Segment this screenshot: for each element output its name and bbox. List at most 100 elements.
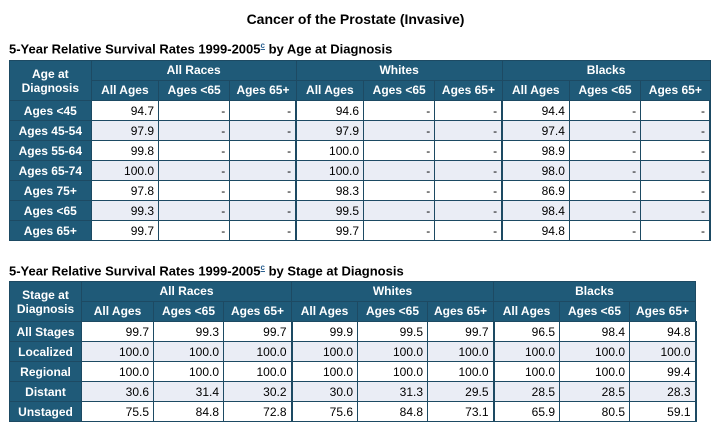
data-cell: -: [434, 220, 504, 241]
subcolumn-header-row: All Ages Ages <65 Ages 65+ All Ages Ages <65…: [10, 301, 696, 322]
data-cell: -: [158, 140, 231, 161]
table-row: Localized 100.0 100.0 100.0 100.0 100.0 100.0 1…: [9, 341, 697, 362]
column-header: All Ages: [295, 80, 365, 101]
data-cell: 65.9: [493, 401, 560, 422]
group-header-row: Stage at Diagnosis All Races Whites Blacks: [9, 281, 696, 322]
data-cell: -: [568, 140, 642, 161]
data-cell: -: [434, 180, 504, 201]
table-row: Ages 75+ 97.8- -98.3- -86.9- -: [9, 180, 711, 201]
group-header: Blacks: [501, 60, 711, 81]
data-cell: 99.5: [295, 200, 365, 221]
row-label: Ages 65+: [9, 220, 92, 241]
data-cell: -: [158, 200, 231, 221]
data-cell: -: [568, 180, 642, 201]
column-header: All Ages: [493, 301, 560, 322]
column-header: Ages <65: [153, 301, 224, 322]
data-cell: 100.0: [291, 361, 358, 382]
column-header: Ages 65+: [427, 301, 494, 322]
table1-title-prefix: 5-Year Relative Survival Rates 1999-2005: [9, 41, 261, 57]
data-cell: -: [229, 200, 298, 221]
data-cell: 100.0: [427, 361, 495, 382]
column-header: Ages <65: [363, 80, 436, 101]
data-cell: 100.0: [81, 361, 154, 382]
data-cell: -: [568, 220, 642, 241]
data-cell: 94.7: [90, 100, 160, 121]
data-cell: -: [229, 160, 298, 181]
corner-label-line2: Diagnosis: [21, 80, 79, 95]
row-label: Localized: [9, 341, 82, 362]
group-header: Whites: [295, 60, 503, 81]
table-row: Ages <45 94.7- -94.6- -94.4- -: [9, 100, 711, 121]
data-cell: 97.9: [90, 120, 160, 141]
table-row: Ages <65 99.3- -99.5- -98.4- -: [9, 200, 711, 221]
column-header: All Ages: [81, 301, 154, 322]
data-cell: -: [640, 200, 711, 221]
data-cell: -: [434, 140, 504, 161]
data-cell: 30.6: [81, 381, 154, 402]
row-label: Ages <45: [9, 100, 92, 121]
group-header: Blacks: [493, 281, 696, 302]
data-cell: 99.9: [291, 321, 358, 342]
data-cell: -: [640, 120, 711, 141]
row-label: Ages 75+: [9, 180, 92, 201]
row-label: Ages 65-74: [9, 160, 92, 181]
data-cell: 100.0: [559, 341, 630, 362]
corner-label: Stage at Diagnosis: [9, 281, 82, 322]
data-cell: -: [434, 160, 504, 181]
table-row: Unstaged 75.5 84.8 72.8 75.6 84.8 73.1 65.9 80.5…: [9, 401, 697, 422]
row-label: Ages 55-64: [9, 140, 92, 161]
data-cell: 100.0: [90, 160, 160, 181]
data-cell: 73.1: [427, 401, 495, 422]
column-header: Ages <65: [568, 80, 642, 101]
data-cell: 84.8: [153, 401, 224, 422]
column-header: Ages 65+: [434, 80, 503, 101]
data-cell: 100.0: [295, 140, 365, 161]
data-cell: -: [640, 100, 711, 121]
data-cell: -: [568, 160, 642, 181]
table-row: Regional 100.0 100.0 100.0 100.0 100.0 100.0 10…: [9, 361, 697, 382]
data-cell: 100.0: [357, 361, 428, 382]
data-cell: -: [640, 180, 711, 201]
data-cell: 99.7: [223, 321, 293, 342]
data-cell: -: [158, 220, 231, 241]
data-cell: 98.0: [501, 160, 570, 181]
column-header: Ages <65: [559, 301, 630, 322]
data-cell: 59.1: [629, 401, 697, 422]
corner-label-line1: Age at: [31, 66, 69, 81]
table2-title-suffix: by Stage at Diagnosis: [264, 263, 404, 279]
row-label: Ages <65: [9, 200, 92, 221]
table-row: Ages 65+ 99.7- -99.7- -94.8- -: [9, 220, 711, 241]
data-cell: -: [363, 220, 436, 241]
data-cell: 99.7: [427, 321, 495, 342]
column-header: Ages <65: [158, 80, 231, 101]
data-cell: -: [229, 100, 298, 121]
data-cell: 30.2: [223, 381, 293, 402]
table-row: Ages 45-54 97.9- -97.9- -97.4- -: [9, 120, 711, 141]
column-header: Ages 65+: [640, 80, 711, 101]
data-cell: 94.6: [295, 100, 365, 121]
data-cell: -: [363, 100, 436, 121]
data-cell: -: [229, 220, 298, 241]
data-cell: -: [229, 120, 298, 141]
data-cell: 84.8: [357, 401, 428, 422]
data-cell: -: [363, 160, 436, 181]
data-cell: 99.3: [153, 321, 224, 342]
data-cell: 97.8: [90, 180, 160, 201]
data-cell: 100.0: [559, 361, 630, 382]
data-cell: 100.0: [295, 160, 365, 181]
footnote-link[interactable]: c: [260, 263, 265, 272]
data-cell: 86.9: [501, 180, 570, 201]
group-header: All Races: [90, 60, 297, 81]
data-cell: 99.3: [90, 200, 160, 221]
data-cell: 31.4: [153, 381, 224, 402]
row-label: All Stages: [9, 321, 82, 342]
column-header: All Ages: [90, 80, 160, 101]
age-survival-table: Age at Diagnosis All Races Whites Blacks All …: [9, 60, 711, 241]
data-cell: 94.8: [629, 321, 697, 342]
row-label: Regional: [9, 361, 82, 382]
corner-label: Age at Diagnosis: [9, 60, 92, 101]
footnote-link[interactable]: c: [260, 41, 265, 50]
data-cell: 100.0: [153, 341, 224, 362]
data-cell: 75.6: [291, 401, 358, 422]
group-header: Whites: [291, 281, 494, 302]
